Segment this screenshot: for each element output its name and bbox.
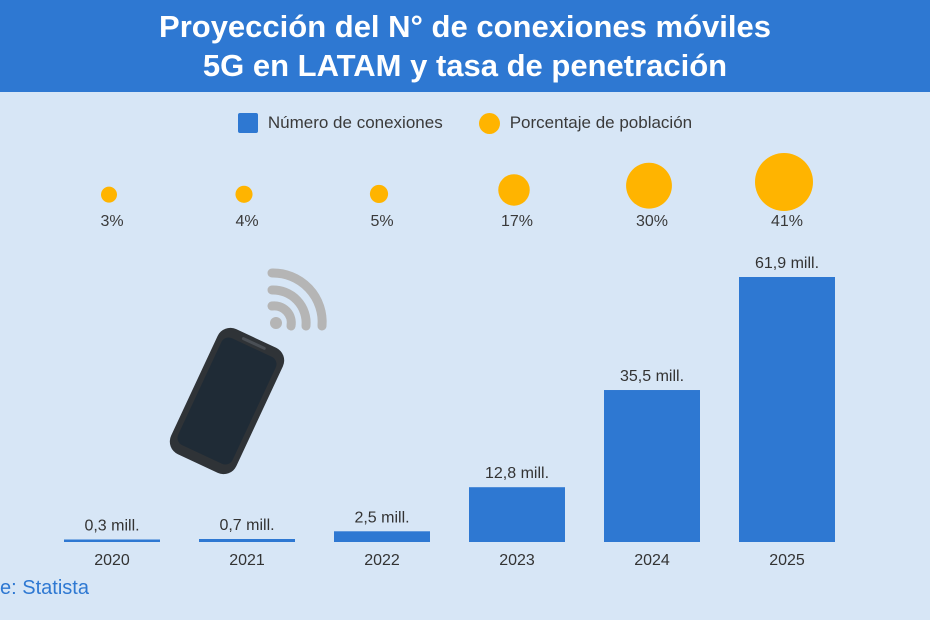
bar-value-label-2020: 0,3 mill. [84,518,139,535]
penetration-label-2022: 5% [370,213,393,230]
wifi-signal-icon [267,268,327,331]
x-tick-label-2024: 2024 [634,552,670,569]
bar-2022 [334,531,430,542]
legend-swatch-bar [237,113,258,133]
circles-layer: 3% 4% 5% 17% 30% 41% [100,153,813,230]
bar-2020 [64,539,160,542]
legend-label-population: Porcentaje de población [509,113,693,132]
legend: Número de conexiones Porcentaje de pobla… [0,110,930,136]
bar-value-label-2023: 12,8 mill. [485,465,549,482]
bar-value-label-2021: 0,7 mill. [219,517,274,534]
source-note: e: Statista [0,577,89,599]
chart-title-line-1: Proyección del N° de conexiones móviles [159,9,771,44]
bars-layer: 0,3 mill. 2020 0,7 mill. 2021 2,5 mill. 2022 1… [64,255,835,569]
x-tick-label-2023: 2023 [499,552,535,569]
x-tick-label-2021: 2021 [229,552,265,569]
penetration-circle-2022 [369,184,389,204]
chart-title-line-2: 5G en LATAM y tasa de penetración [202,48,728,83]
x-tick-label-2022: 2022 [364,552,400,569]
x-tick-label-2025: 2025 [769,552,805,569]
smartphone-icon [169,327,285,475]
penetration-label-2021: 4% [235,213,258,230]
penetration-label-2024: 30% [636,213,668,230]
bar-2021 [199,539,295,542]
penetration-circle-2020 [101,186,117,203]
chart-header: Proyección del N° de conexiones móviles … [0,0,930,92]
legend-item-population: Porcentaje de población [478,112,693,134]
penetration-label-2025: 41% [771,213,803,230]
penetration-label-2023: 17% [501,213,533,230]
legend-swatch-circle [478,112,500,134]
bar-2023 [469,487,565,542]
bar-value-label-2024: 35,5 mill. [620,368,684,385]
penetration-circle-2023 [498,174,530,206]
legend-item-connections: Número de conexiones [237,113,443,133]
legend-label-connections: Número de conexiones [267,113,443,132]
x-tick-label-2020: 2020 [94,552,130,569]
bar-2024 [604,390,700,542]
bar-value-label-2025: 61,9 mill. [755,255,819,272]
penetration-circle-2024 [626,162,672,209]
penetration-circle-2025 [755,153,813,211]
penetration-circle-2021 [235,185,253,203]
bar-value-label-2022: 2,5 mill. [354,509,409,526]
bar-2025 [739,277,835,542]
penetration-label-2020: 3% [100,213,123,230]
